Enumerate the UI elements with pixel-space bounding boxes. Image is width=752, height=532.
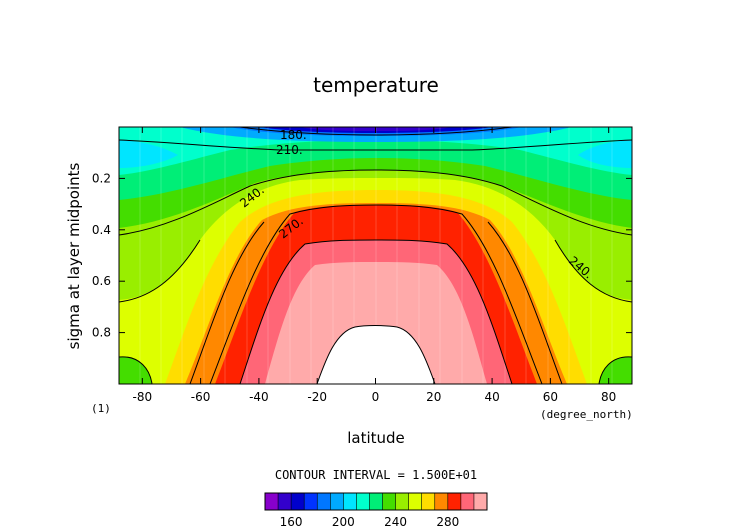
x-tick-label: 80 [601, 390, 616, 404]
contour-line-240-outer [119, 169, 632, 236]
fill-level-green-corner-left [119, 356, 152, 384]
x-axis-units: (degree_north) [540, 408, 633, 421]
y-tick-label: 0.4 [92, 223, 111, 237]
contour-line-250-left [119, 239, 201, 303]
corner-label: (1) [91, 402, 111, 415]
colorbar-swatch [473, 493, 488, 510]
contour-line-250-right [554, 239, 632, 303]
x-tick-label: -80 [133, 390, 153, 404]
contour-line-inner-right [487, 221, 563, 384]
colorbar-swatch [304, 493, 318, 510]
fill-level-white-core [317, 325, 435, 384]
colorbar-swatch [278, 493, 292, 510]
contour-interval: CONTOUR INTERVAL = 1.500E+01 [275, 468, 477, 482]
colorbar-tick-label: 200 [332, 515, 355, 529]
x-tick-label: -40 [249, 390, 269, 404]
contour-line-280 [239, 239, 513, 384]
x-tick-label: 40 [484, 390, 499, 404]
x-axis: -80 -60 -40 -20 0 20 40 60 80 [133, 127, 616, 404]
colorbar-swatch [369, 493, 384, 510]
contour-line-210 [119, 139, 632, 151]
colorbar-swatch [317, 493, 331, 510]
colorbar-swatch [382, 493, 397, 510]
chart-title: temperature [313, 73, 439, 97]
contour-line-corner-right [598, 356, 632, 384]
colorbar-swatch [330, 493, 344, 510]
colorbar-swatch [265, 493, 279, 510]
contour-line-corner-left [119, 356, 153, 384]
colorbar-tick-label: 280 [436, 515, 459, 529]
x-tick-label: -60 [191, 390, 211, 404]
colorbar-frame [264, 492, 488, 511]
colorbar: 160 200 240 280 [264, 492, 488, 529]
contour-label-2: 210. [276, 143, 303, 157]
fill-level-pink [265, 262, 487, 384]
fill-level-lightcyan-left [119, 140, 178, 168]
y-tick-label: 0.6 [92, 274, 111, 288]
colorbar-tick-label: 160 [280, 515, 303, 529]
contour-fill-area [119, 127, 632, 384]
fill-level-lightcyan-right [578, 140, 632, 168]
contour-line-300 [316, 325, 436, 384]
contour-line-180 [239, 127, 513, 136]
y-tick-label: 0.2 [92, 171, 111, 185]
fill-level-green-corner-right [599, 356, 632, 384]
y-axis: 0.2 0.4 0.6 0.8 [92, 171, 632, 340]
colorbar-swatch [447, 493, 462, 510]
contour-label-1: 180. [280, 128, 307, 142]
colorbar-swatch [434, 493, 449, 510]
colorbar-swatch [460, 493, 475, 510]
colorbar-swatch [395, 493, 410, 510]
contour-line-inner-left [189, 221, 265, 384]
colorbar-swatch [356, 493, 370, 510]
fill-level-cyan-band [119, 127, 632, 175]
colorbar-tick-label: 240 [384, 515, 407, 529]
colorbar-swatch [291, 493, 305, 510]
x-tick-label: 0 [372, 390, 380, 404]
x-axis-label: latitude [347, 429, 405, 447]
colorbar-swatch [408, 493, 423, 510]
colorbar-swatch [343, 493, 357, 510]
x-tick-label: 60 [543, 390, 558, 404]
y-axis-label: sigma at layer midpoints [65, 162, 83, 349]
x-tick-label: 20 [426, 390, 441, 404]
y-tick-label: 0.8 [92, 326, 111, 340]
contour-line-270 [209, 204, 543, 384]
colorbar-swatch [421, 493, 436, 510]
x-tick-label: -20 [307, 390, 327, 404]
